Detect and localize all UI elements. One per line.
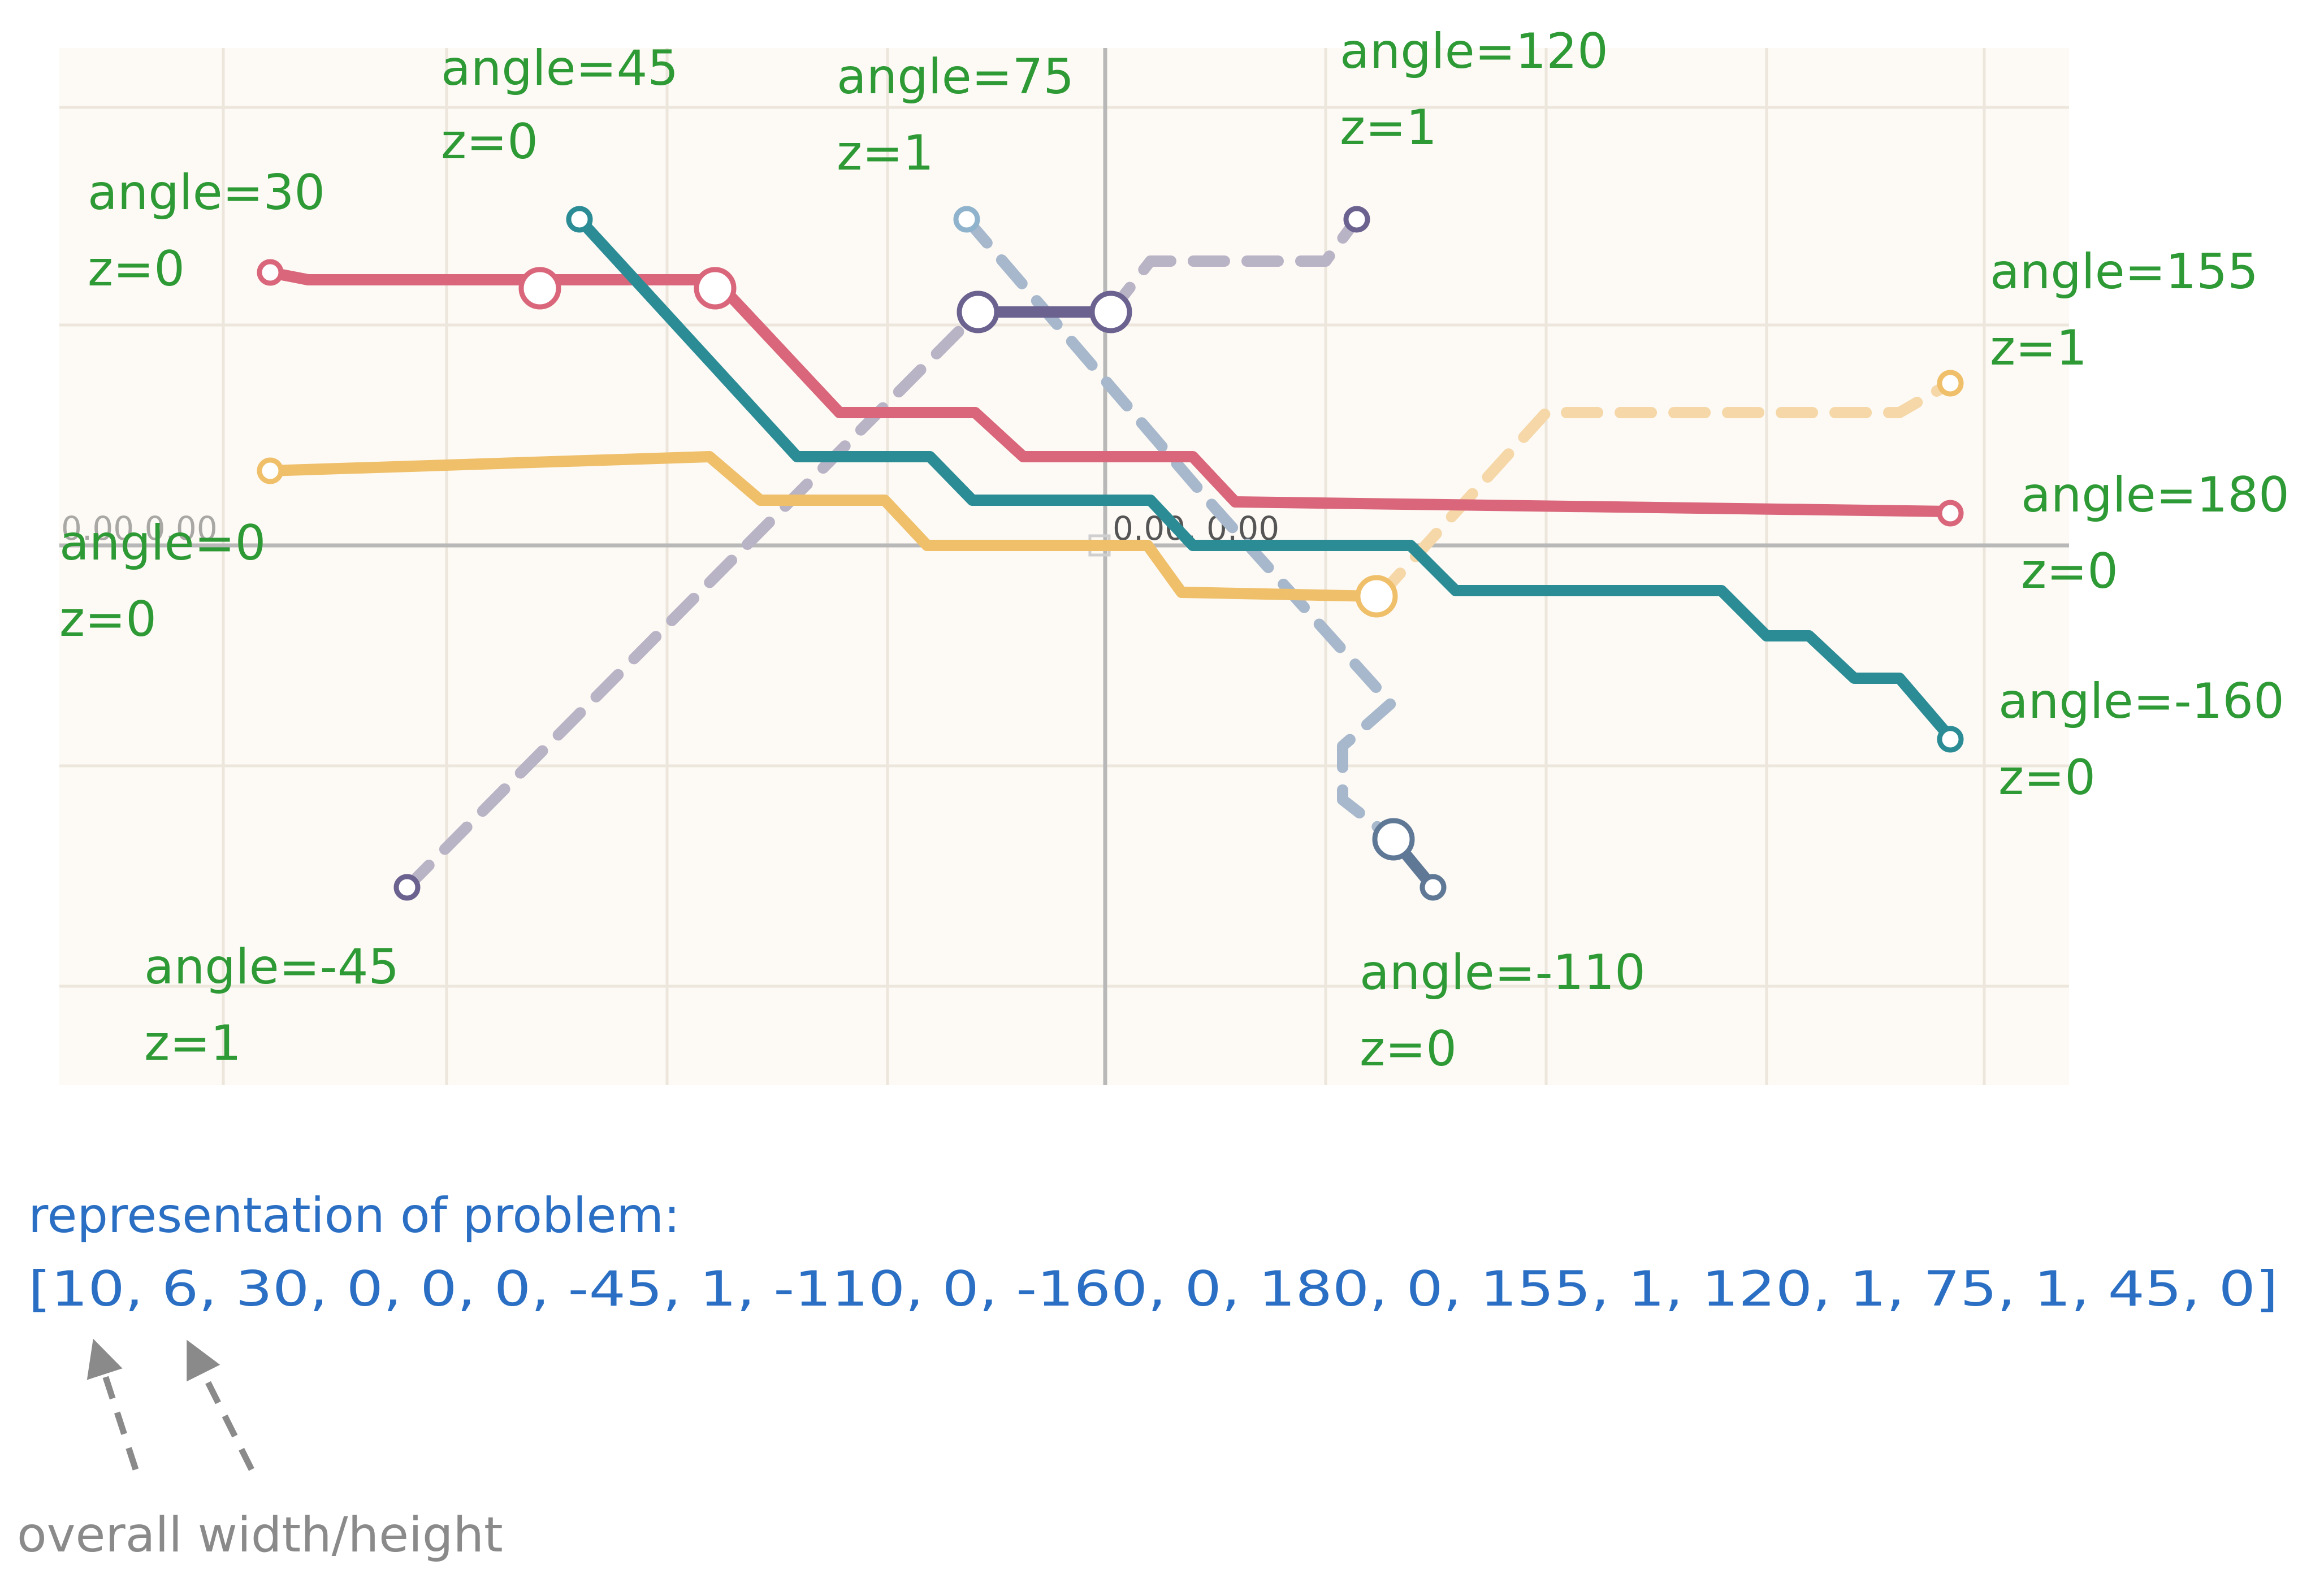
endpoint-label-angle-180: angle=180 z=0 bbox=[2021, 467, 2290, 600]
arrow-to-height bbox=[187, 1339, 254, 1471]
stop-angle-neg45 bbox=[393, 874, 421, 901]
stop-transfer bbox=[957, 291, 999, 333]
stop-transfer bbox=[1355, 575, 1398, 618]
plot-background bbox=[59, 48, 2069, 1085]
svg-text:z=0: z=0 bbox=[59, 591, 157, 648]
stop-angle-45 bbox=[566, 206, 593, 233]
stop-angle-155 bbox=[1937, 370, 1964, 397]
stop-transfer bbox=[1372, 818, 1415, 861]
svg-text:z=1: z=1 bbox=[1990, 320, 2087, 376]
stop-angle-0 bbox=[257, 457, 284, 484]
svg-text:angle=30: angle=30 bbox=[88, 164, 325, 221]
svg-text:angle=45: angle=45 bbox=[441, 40, 678, 97]
stop-transfer bbox=[1089, 291, 1132, 333]
arrow-to-width bbox=[86, 1338, 139, 1471]
svg-text:angle=75: angle=75 bbox=[837, 49, 1074, 105]
stop-angle-180 bbox=[1937, 500, 1964, 527]
edge-label: 0.00 0.00 bbox=[61, 509, 218, 548]
route-red bbox=[265, 267, 1956, 517]
route-teal bbox=[574, 214, 1956, 743]
svg-text:angle=0: angle=0 bbox=[59, 515, 266, 571]
stop-angle-30 bbox=[257, 259, 284, 286]
endpoint-label-angle-neg160: angle=-160 z=0 bbox=[1998, 673, 2284, 806]
representation-title: representation of problem: bbox=[28, 1187, 680, 1244]
svg-text:z=1: z=1 bbox=[144, 1015, 241, 1072]
stop-transfer bbox=[518, 267, 561, 310]
endpoint-label-angle-0: angle=0 z=0 bbox=[59, 515, 266, 648]
svg-text:z=0: z=0 bbox=[1998, 749, 2096, 806]
endpoint-label-angle-120: angle=120 z=1 bbox=[1340, 23, 1608, 156]
svg-text:z=1: z=1 bbox=[1340, 99, 1437, 156]
svg-text:angle=-160: angle=-160 bbox=[1998, 673, 2284, 730]
stop-angle-75 bbox=[953, 206, 980, 233]
svg-text:z=0: z=0 bbox=[2021, 543, 2118, 600]
route-stops bbox=[257, 206, 1964, 901]
representation-array: [10, 6, 30, 0, 0, 0, -45, 1, -110, 0, -1… bbox=[28, 1261, 2278, 1317]
endpoint-label-angle-neg45: angle=-45 z=1 bbox=[144, 939, 399, 1072]
endpoint-label-angle-neg110: angle=-110 z=0 bbox=[1360, 944, 1646, 1077]
stop-angle-120 bbox=[1343, 206, 1370, 233]
svg-text:angle=120: angle=120 bbox=[1340, 23, 1608, 80]
svg-text:z=0: z=0 bbox=[88, 241, 185, 297]
svg-text:z=0: z=0 bbox=[1360, 1021, 1457, 1077]
route-orange bbox=[265, 451, 1382, 602]
plot-grid bbox=[59, 48, 2069, 1085]
svg-text:angle=-110: angle=-110 bbox=[1360, 944, 1646, 1001]
endpoint-label-angle-30: angle=30 z=0 bbox=[88, 164, 325, 297]
stop-transfer bbox=[694, 267, 737, 310]
endpoint-label-angle-45: angle=45 z=0 bbox=[441, 40, 678, 170]
endpoint-label-angle-155: angle=155 z=1 bbox=[1990, 244, 2258, 376]
svg-text:angle=155: angle=155 bbox=[1990, 244, 2258, 300]
svg-text:z=1: z=1 bbox=[837, 125, 934, 181]
endpoint-label-angle-75: angle=75 z=1 bbox=[837, 49, 1074, 181]
stop-angle-neg160 bbox=[1937, 726, 1964, 753]
annotation-overall-size: overall width/height bbox=[17, 1507, 503, 1563]
svg-text:angle=180: angle=180 bbox=[2021, 467, 2290, 523]
svg-text:z=0: z=0 bbox=[441, 114, 538, 170]
svg-text:angle=-45: angle=-45 bbox=[144, 939, 399, 995]
stop-angle-neg110 bbox=[1419, 874, 1447, 901]
